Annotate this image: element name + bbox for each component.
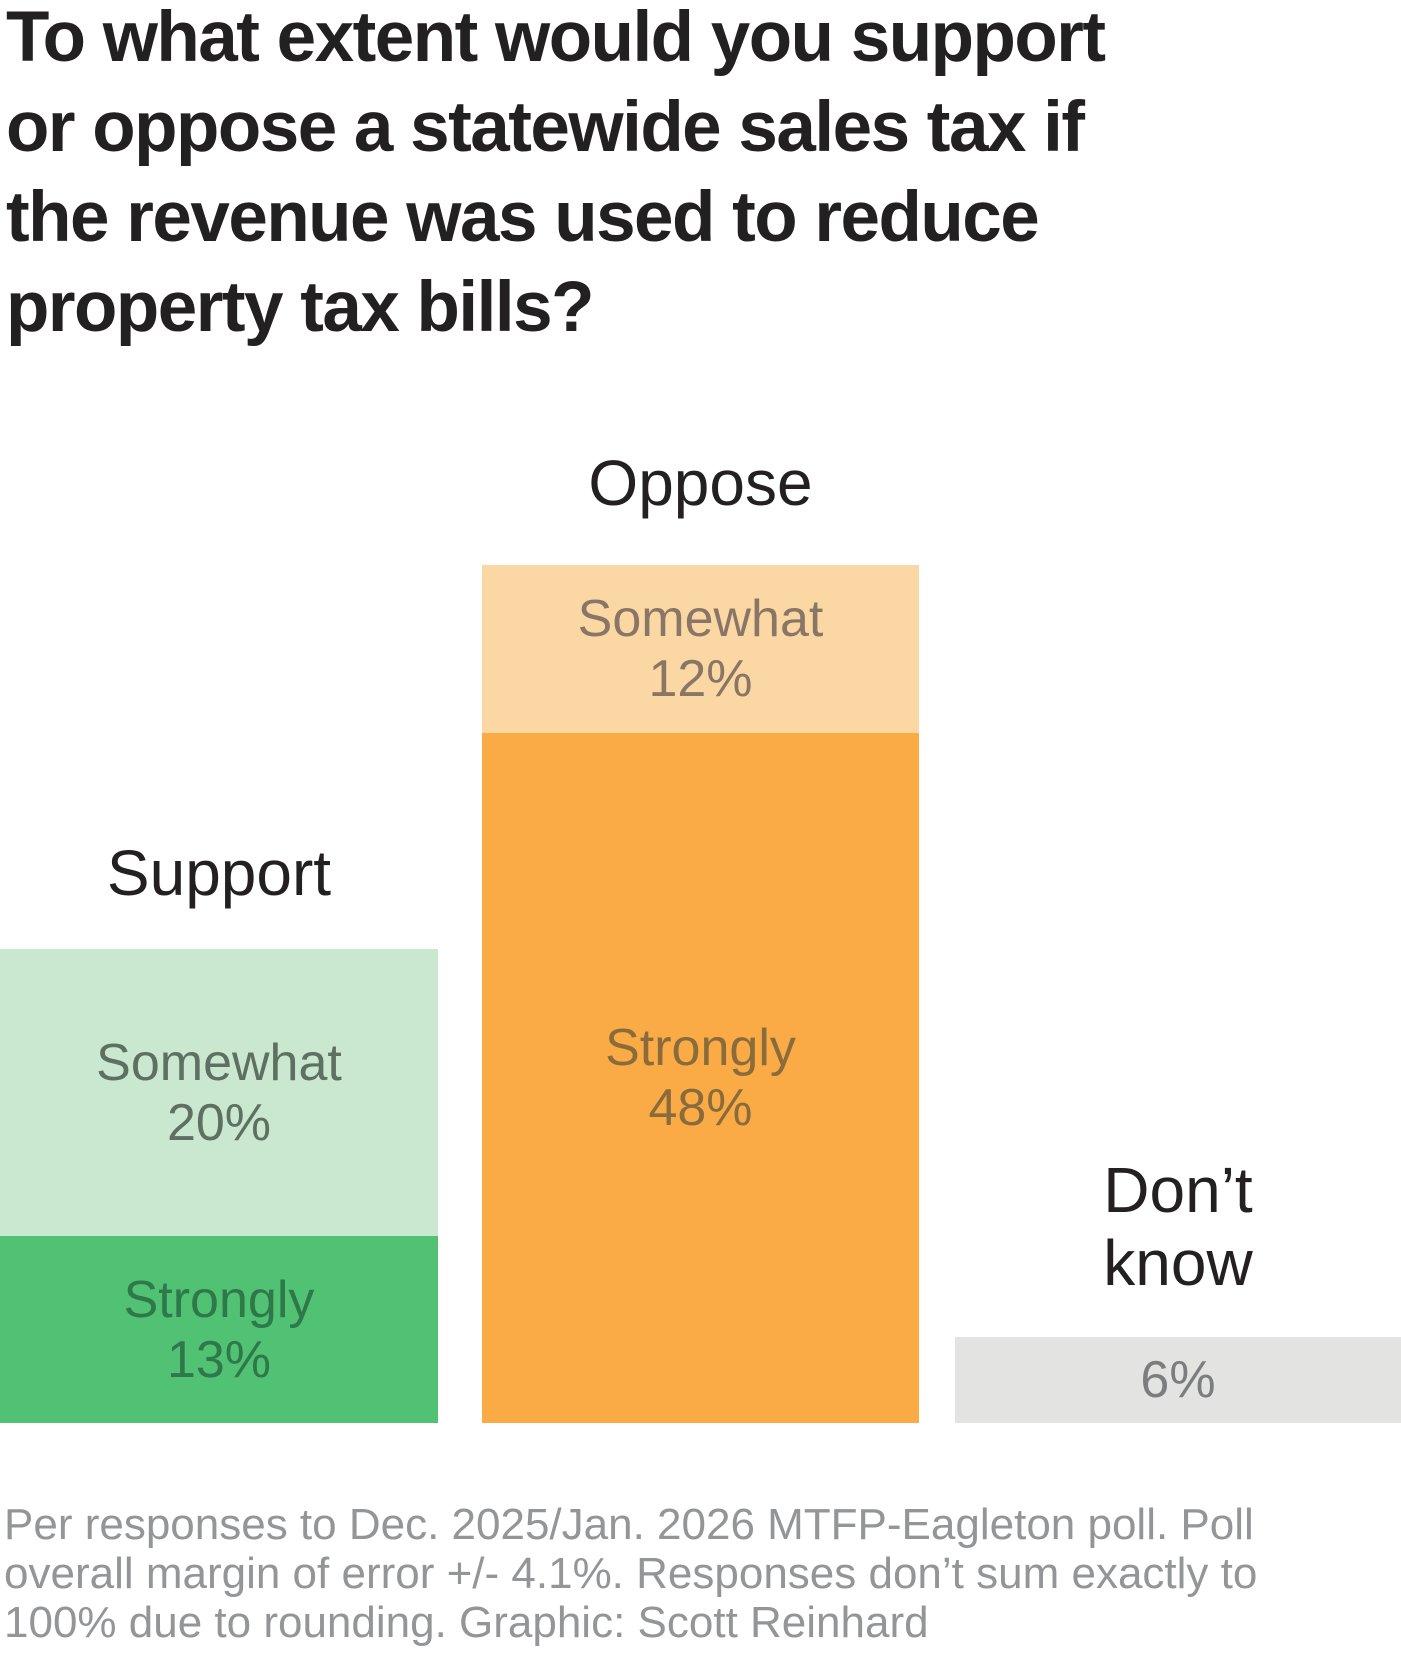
bar-segment-oppose-strongly: Strongly 48% [482,733,919,1423]
segment-label-oppose-strongly: Strongly 48% [605,1019,796,1137]
group-label-dont-know: Don’t know [1103,1154,1253,1299]
bar-segment-support-somewhat: Somewhat 20% [0,949,438,1236]
source-note: Per responses to Dec. 2025/Jan. 2026 MTF… [4,1500,1258,1647]
segment-label-support-somewhat: Somewhat 20% [96,1033,342,1152]
chart-title: To what extent would you support or oppo… [6,0,1106,347]
bar-segment-oppose-somewhat: Somewhat 12% [482,565,919,733]
bar-segment-dont-know: 6% [955,1337,1401,1423]
group-label-oppose: Oppose [588,447,813,519]
segment-label-support-strongly: Strongly 13% [123,1270,315,1389]
segment-label-oppose-somewhat: Somewhat 12% [577,590,824,708]
bar-segment-support-strongly: Strongly 13% [0,1236,438,1423]
group-label-support: Support [106,837,332,909]
segment-label-dont-know: 6% [1140,1351,1216,1409]
